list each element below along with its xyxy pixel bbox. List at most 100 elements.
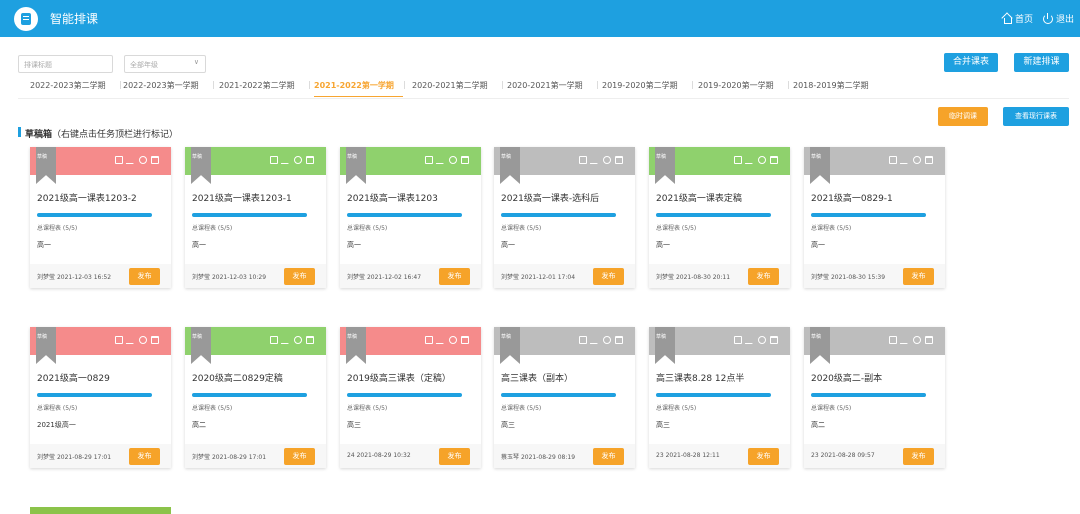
delete-icon[interactable] xyxy=(151,156,159,164)
delete-icon[interactable] xyxy=(770,336,778,344)
publish-button[interactable]: 发布 xyxy=(903,448,934,465)
card-header[interactable]: 草稿 xyxy=(804,327,945,364)
publish-button[interactable]: 发布 xyxy=(903,268,934,285)
export-icon[interactable] xyxy=(425,336,433,344)
schedule-card[interactable]: 草稿 2021级高一课表-选科后 总课程表 (5/5) 高一 刘梦莹 2021-… xyxy=(494,147,635,288)
export-icon[interactable] xyxy=(115,156,123,164)
semester-tab-5[interactable]: 2020-2021第一学期 xyxy=(507,81,583,90)
publish-button[interactable]: 发布 xyxy=(748,268,779,285)
publish-button[interactable]: 发布 xyxy=(284,448,315,465)
edit-icon[interactable] xyxy=(899,156,911,164)
export-icon[interactable] xyxy=(889,336,897,344)
edit-icon[interactable] xyxy=(125,156,137,164)
semester-tab-8[interactable]: 2018-2019第二学期 xyxy=(793,81,869,90)
schedule-card[interactable]: 草稿 2021级高一0829-1 总课程表 (5/5) 高一 刘梦莹 2021-… xyxy=(804,147,945,288)
schedule-card[interactable]: 草稿 2021级高一课表1203-1 总课程表 (5/5) 高一 刘梦莹 202… xyxy=(185,147,326,288)
export-icon[interactable] xyxy=(425,156,433,164)
schedule-card[interactable]: 草稿 高三课表8.28 12点半 总课程表 (5/5) 高三 23 2021-0… xyxy=(649,327,790,468)
edit-icon[interactable] xyxy=(744,336,756,344)
delete-icon[interactable] xyxy=(615,156,623,164)
copy-icon[interactable] xyxy=(139,156,147,164)
delete-icon[interactable] xyxy=(306,336,314,344)
schedule-title-search-input[interactable]: 排课标题 xyxy=(18,55,113,73)
copy-icon[interactable] xyxy=(758,336,766,344)
semester-tab-3[interactable]: 2021-2022第一学期 xyxy=(314,81,394,90)
card-header[interactable]: 草稿 xyxy=(185,147,326,184)
card-header[interactable]: 草稿 xyxy=(649,147,790,184)
export-icon[interactable] xyxy=(734,336,742,344)
edit-icon[interactable] xyxy=(435,156,447,164)
edit-icon[interactable] xyxy=(589,156,601,164)
semester-tab-1[interactable]: 2022-2023第一学期 xyxy=(123,81,199,90)
export-icon[interactable] xyxy=(734,156,742,164)
card-header[interactable]: 草稿 xyxy=(649,327,790,364)
grade-select[interactable]: 全部年级 ∨ xyxy=(124,55,206,73)
card-header[interactable]: 草稿 xyxy=(185,327,326,364)
logout-link[interactable]: 退出 xyxy=(1043,12,1074,25)
copy-icon[interactable] xyxy=(294,156,302,164)
export-icon[interactable] xyxy=(270,336,278,344)
publish-button[interactable]: 发布 xyxy=(439,268,470,285)
schedule-card[interactable]: 草稿 2020级高二0829定稿 总课程表 (5/5) 高二 刘梦莹 2021-… xyxy=(185,327,326,468)
export-icon[interactable] xyxy=(270,156,278,164)
view-current-schedule-button[interactable]: 查看现行课表 xyxy=(1003,107,1069,126)
edit-icon[interactable] xyxy=(435,336,447,344)
delete-icon[interactable] xyxy=(461,156,469,164)
edit-icon[interactable] xyxy=(280,336,292,344)
export-icon[interactable] xyxy=(889,156,897,164)
schedule-card[interactable]: 草稿 2021级高一0829 总课程表 (5/5) 2021级高一 刘梦莹 20… xyxy=(30,327,171,468)
schedule-card[interactable]: 草稿 2020级高二-副本 总课程表 (5/5) 高二 23 2021-08-2… xyxy=(804,327,945,468)
card-header[interactable]: 草稿 xyxy=(30,327,171,364)
semester-tab-7[interactable]: 2019-2020第一学期 xyxy=(698,81,774,90)
schedule-card[interactable]: 草稿 2021级高一课表1203 总课程表 (5/5) 高一 刘梦莹 2021-… xyxy=(340,147,481,288)
new-schedule-button[interactable]: 新建排课 xyxy=(1014,53,1069,72)
card-header[interactable]: 草稿 xyxy=(30,147,171,184)
publish-button[interactable]: 发布 xyxy=(129,448,160,465)
copy-icon[interactable] xyxy=(758,156,766,164)
delete-icon[interactable] xyxy=(925,336,933,344)
semester-tab-0[interactable]: 2022-2023第二学期 xyxy=(30,81,106,90)
delete-icon[interactable] xyxy=(770,156,778,164)
copy-icon[interactable] xyxy=(139,336,147,344)
edit-icon[interactable] xyxy=(280,156,292,164)
export-icon[interactable] xyxy=(579,156,587,164)
copy-icon[interactable] xyxy=(603,156,611,164)
publish-button[interactable]: 发布 xyxy=(284,268,315,285)
home-link[interactable]: 首页 xyxy=(1002,12,1033,25)
delete-icon[interactable] xyxy=(151,336,159,344)
semester-tab-2[interactable]: 2021-2022第二学期 xyxy=(219,81,295,90)
publish-button[interactable]: 发布 xyxy=(129,268,160,285)
edit-icon[interactable] xyxy=(899,336,911,344)
copy-icon[interactable] xyxy=(449,336,457,344)
delete-icon[interactable] xyxy=(306,156,314,164)
delete-icon[interactable] xyxy=(925,156,933,164)
publish-button[interactable]: 发布 xyxy=(593,448,624,465)
schedule-card[interactable]: 草稿 高三课表（副本） 总课程表 (5/5) 高三 蔡玉琴 2021-08-29… xyxy=(494,327,635,468)
delete-icon[interactable] xyxy=(615,336,623,344)
schedule-card[interactable]: 草稿 2019级高三课表（定稿） 总课程表 (5/5) 高三 24 2021-0… xyxy=(340,327,481,468)
semester-tab-6[interactable]: 2019-2020第二学期 xyxy=(602,81,678,90)
edit-icon[interactable] xyxy=(589,336,601,344)
edit-icon[interactable] xyxy=(744,156,756,164)
card-header[interactable]: 草稿 xyxy=(494,327,635,364)
card-header[interactable]: 草稿 xyxy=(494,147,635,184)
copy-icon[interactable] xyxy=(449,156,457,164)
card-header[interactable]: 草稿 xyxy=(340,327,481,364)
temporary-adjustment-button[interactable]: 临时调课 xyxy=(938,107,988,126)
card-header[interactable]: 草稿 xyxy=(804,147,945,184)
card-header[interactable]: 草稿 xyxy=(340,147,481,184)
schedule-card[interactable]: 草稿 2021级高一课表1203-2 总课程表 (5/5) 高一 刘梦莹 202… xyxy=(30,147,171,288)
export-icon[interactable] xyxy=(579,336,587,344)
export-icon[interactable] xyxy=(115,336,123,344)
copy-icon[interactable] xyxy=(603,336,611,344)
copy-icon[interactable] xyxy=(913,156,921,164)
schedule-card[interactable]: 草稿 2021级高一课表定稿 总课程表 (5/5) 高一 刘梦莹 2021-08… xyxy=(649,147,790,288)
semester-tab-4[interactable]: 2020-2021第二学期 xyxy=(412,81,488,90)
delete-icon[interactable] xyxy=(461,336,469,344)
publish-button[interactable]: 发布 xyxy=(439,448,470,465)
publish-button[interactable]: 发布 xyxy=(593,268,624,285)
copy-icon[interactable] xyxy=(913,336,921,344)
copy-icon[interactable] xyxy=(294,336,302,344)
merge-schedules-button[interactable]: 合并课表 xyxy=(944,53,998,72)
edit-icon[interactable] xyxy=(125,336,137,344)
